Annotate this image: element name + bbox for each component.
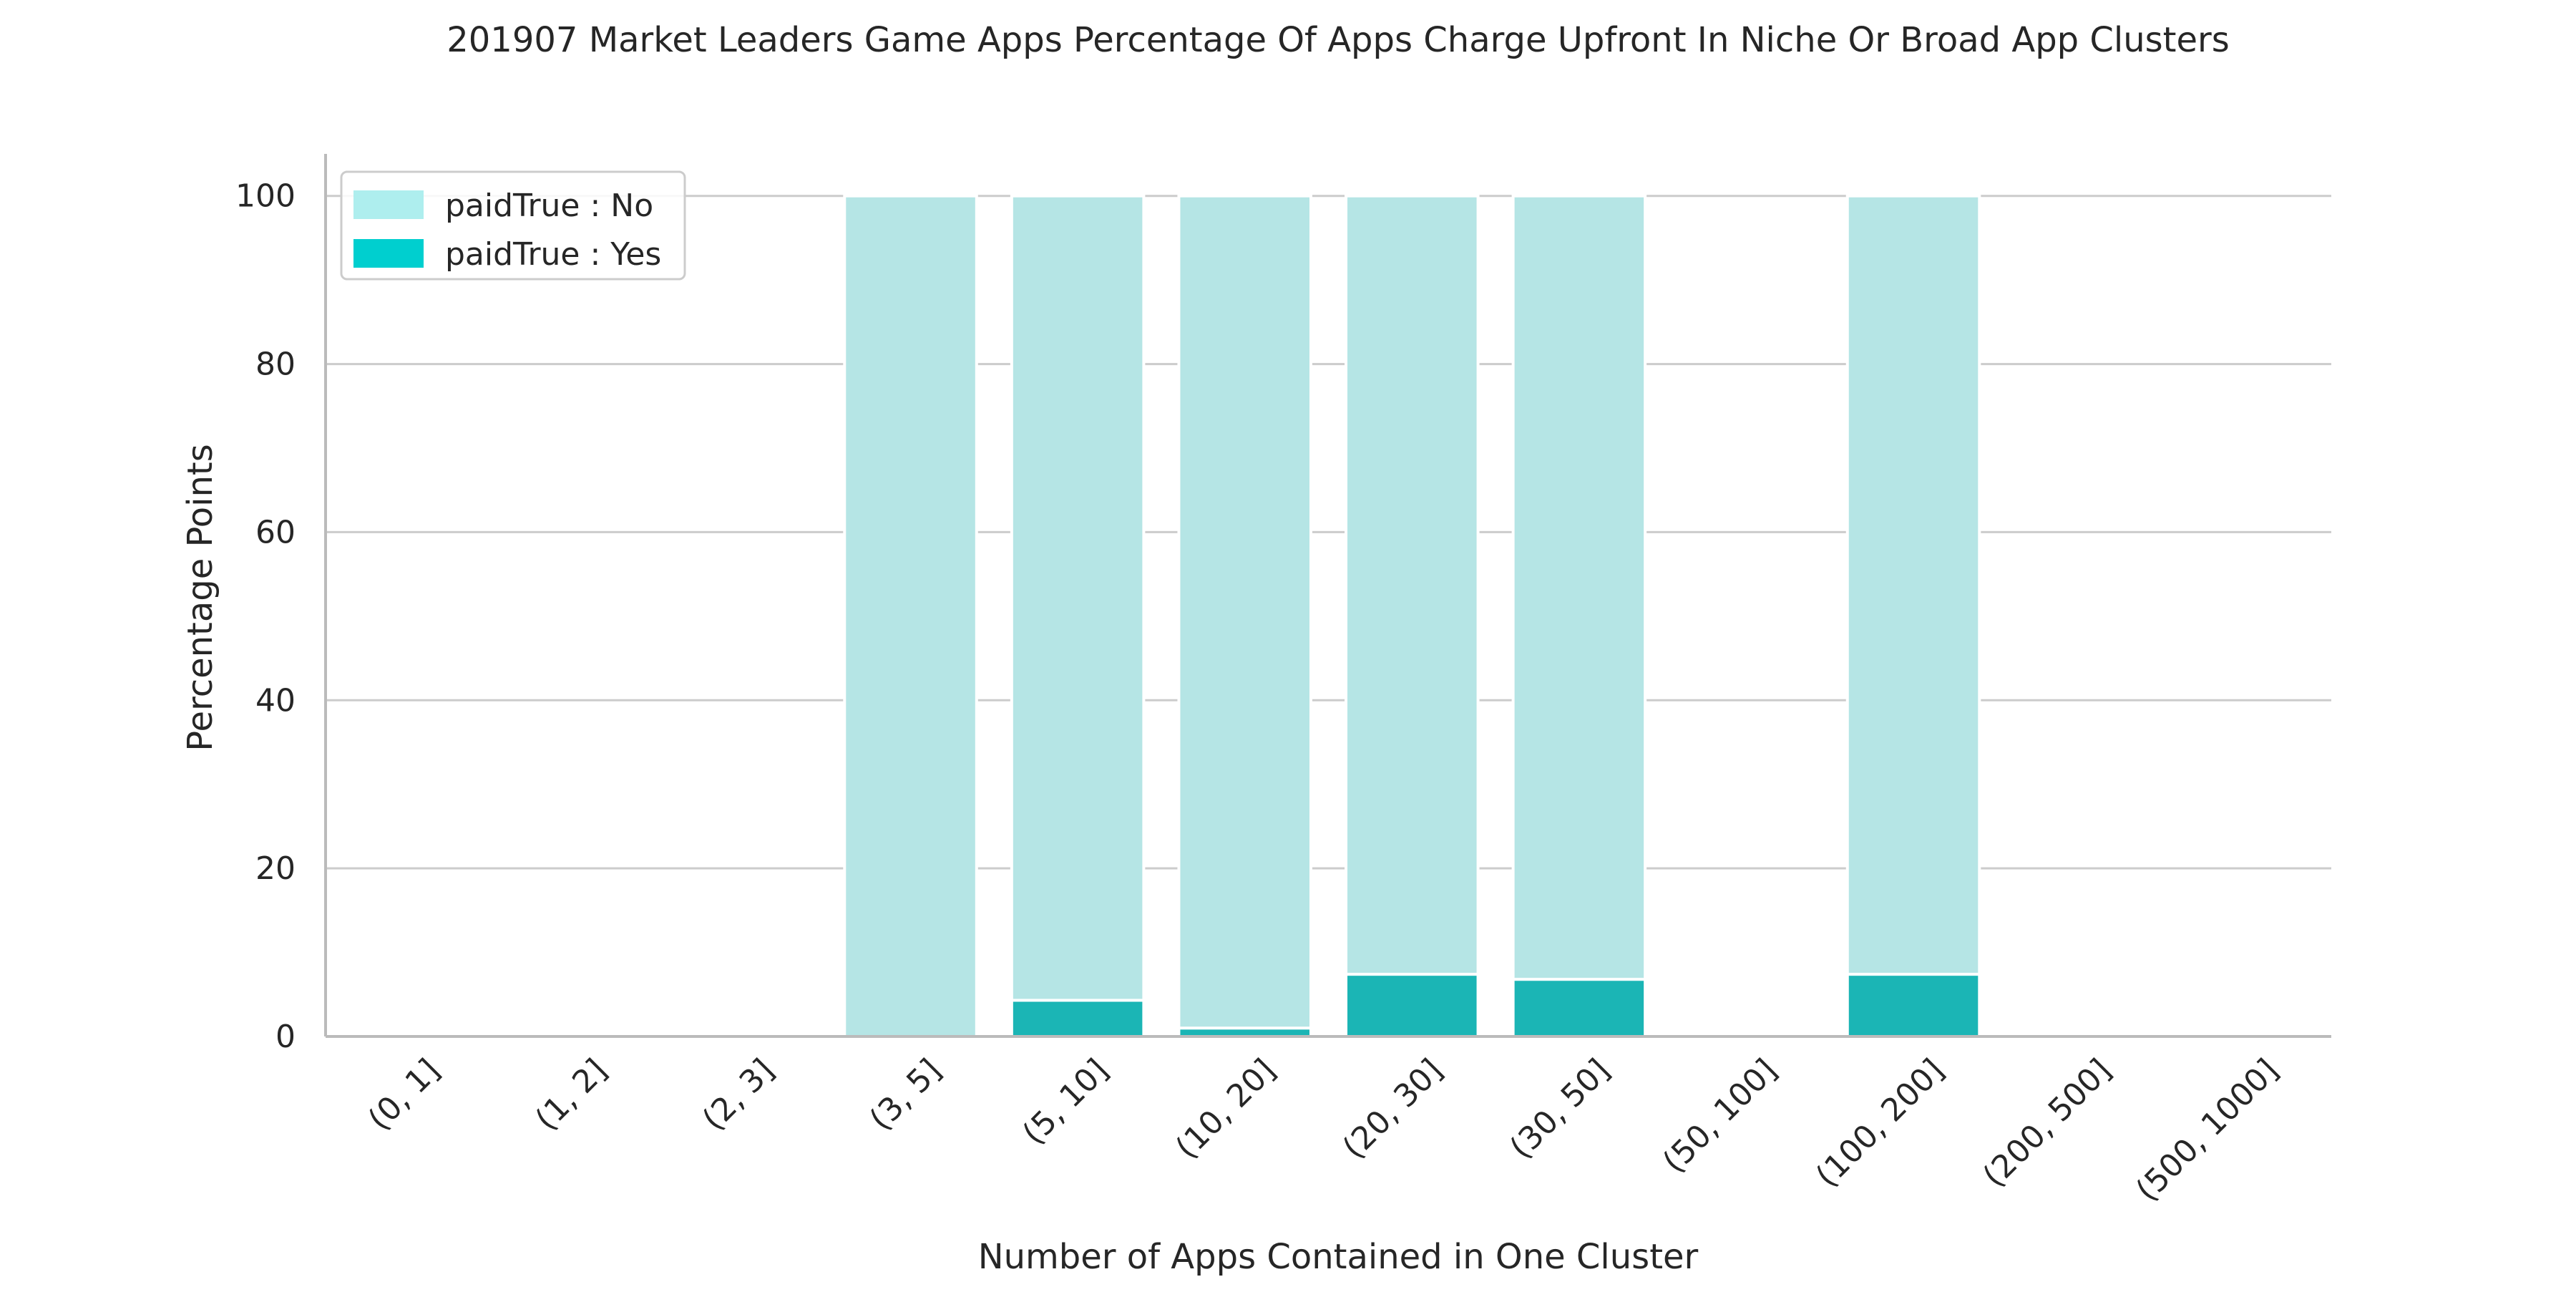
gridlines bbox=[326, 195, 2331, 870]
legend: paidTrue : No paidTrue : Yes bbox=[340, 170, 686, 281]
bar-paid-no bbox=[1845, 194, 1981, 976]
axes bbox=[324, 154, 2331, 1038]
x-tick-label: (3, 5] bbox=[863, 1052, 949, 1138]
x-tick-label: (2, 3] bbox=[696, 1052, 781, 1138]
y-tick-label: 0 bbox=[275, 1019, 296, 1055]
x-tick-label: (0, 1] bbox=[361, 1052, 447, 1138]
legend-swatch bbox=[353, 239, 424, 268]
x-tick-label: (5, 10] bbox=[1015, 1052, 1116, 1152]
bar-paid-no bbox=[1345, 194, 1480, 976]
bar-paid-yes bbox=[1010, 999, 1146, 1039]
y-tick-label: 60 bbox=[255, 514, 296, 550]
chart-title: 201907 Market Leaders Game Apps Percenta… bbox=[447, 20, 2230, 60]
legend-label: paidTrue : No bbox=[445, 188, 653, 224]
x-tick-label: (100, 200] bbox=[1809, 1052, 1951, 1195]
x-tick-label: (10, 20] bbox=[1169, 1052, 1282, 1166]
x-tick-label: (50, 100] bbox=[1656, 1052, 1784, 1180]
y-tick-label: 80 bbox=[255, 346, 296, 383]
legend-label: paidTrue : Yes bbox=[445, 236, 661, 273]
x-axis-label: Number of Apps Contained in One Cluster bbox=[978, 1237, 1699, 1277]
y-tick-label: 100 bbox=[235, 178, 296, 215]
legend-box bbox=[340, 170, 686, 281]
x-tick-label: (200, 500] bbox=[1976, 1052, 2119, 1195]
bars bbox=[843, 194, 1981, 1039]
bar-paid-yes bbox=[1511, 978, 1647, 1038]
x-tick-label: (500, 1000] bbox=[2129, 1052, 2285, 1209]
bar-paid-yes bbox=[1345, 973, 1480, 1039]
bar-paid-no bbox=[1010, 194, 1146, 1002]
bar-paid-no bbox=[843, 194, 978, 1039]
legend-swatch bbox=[353, 190, 424, 219]
x-tick-label: (30, 50] bbox=[1503, 1052, 1616, 1166]
bar-paid-no bbox=[1511, 194, 1647, 981]
bar-paid-no bbox=[1177, 194, 1312, 1030]
y-tick-label: 20 bbox=[255, 850, 296, 887]
x-tick-label: (1, 2] bbox=[528, 1052, 614, 1138]
y-axis-label: Percentage Points bbox=[180, 444, 220, 751]
y-tick-label: 40 bbox=[255, 682, 296, 719]
x-tick-label: (20, 30] bbox=[1336, 1052, 1450, 1166]
bar-paid-yes bbox=[1845, 973, 1981, 1039]
